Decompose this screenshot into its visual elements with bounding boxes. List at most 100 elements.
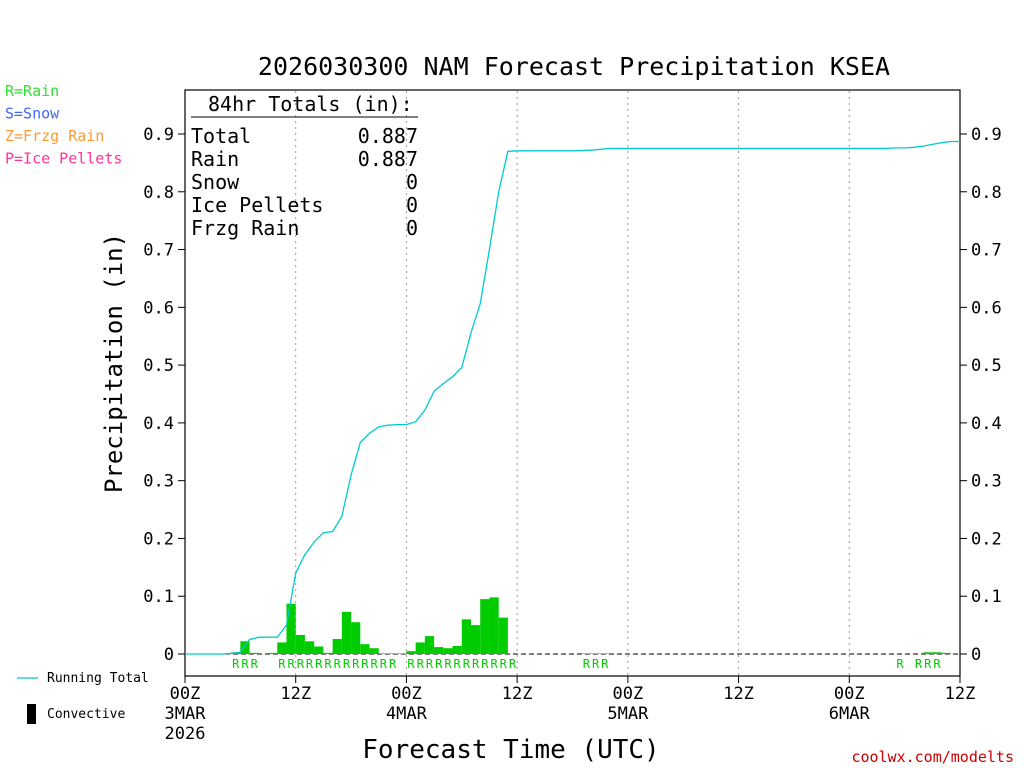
precip-bar <box>471 625 481 654</box>
precip-bar <box>360 644 370 654</box>
y-tick-label: 0.1 <box>143 587 174 607</box>
totals-row-value: 0 <box>406 216 418 240</box>
y-tick-label-right: 0.7 <box>971 241 1002 261</box>
precip-bar <box>351 622 361 654</box>
credit-text: coolwx.com/modelts <box>851 748 1014 766</box>
totals-row-label: Total <box>191 124 251 148</box>
legend-bar-swatch <box>27 704 36 724</box>
x-axis-label: Forecast Time (UTC) <box>362 735 659 765</box>
totals-header: 84hr Totals (in): <box>208 92 413 116</box>
precip-type-marker: R <box>361 657 369 671</box>
precip-bar <box>314 646 324 654</box>
precip-type-marker: R <box>463 657 471 671</box>
totals-row-label: Snow <box>191 170 240 194</box>
y-tick-label: 0.9 <box>143 125 174 145</box>
precip-type-marker: R <box>509 657 517 671</box>
precip-bar <box>434 647 444 654</box>
precip-bar <box>277 642 287 654</box>
precip-bar <box>581 653 591 654</box>
precip-type-marker: R <box>407 657 415 671</box>
precip-type-marker: R <box>343 657 351 671</box>
x-tick-label: 00Z <box>170 684 201 704</box>
y-tick-label-right: 0 <box>971 645 981 665</box>
precip-type-marker: R <box>251 657 259 671</box>
y-tick-label-right: 0.3 <box>971 472 1002 492</box>
precip-bar <box>415 642 425 654</box>
precip-bar <box>369 648 379 654</box>
x-year-label: 2026 <box>165 724 206 744</box>
precip-type-marker: R <box>417 657 425 671</box>
totals-row-value: 0.887 <box>358 147 418 171</box>
precip-type-marker: R <box>334 657 342 671</box>
precip-type-marker: R <box>380 657 388 671</box>
y-tick-label: 0 <box>164 645 174 665</box>
precip-type-marker: R <box>490 657 498 671</box>
precip-type-marker: R <box>435 657 443 671</box>
precip-bar <box>443 648 453 654</box>
precip-bar <box>240 641 250 654</box>
precip-type-marker: R <box>500 657 508 671</box>
totals-box: 84hr Totals (in): Total 0.887 Rain 0.887 Sno… <box>191 92 418 240</box>
precip-type-marker: R <box>915 657 923 671</box>
plot-frame <box>184 89 961 677</box>
x-tick-label: 00Z <box>391 684 422 704</box>
y-tick-label: 0.8 <box>143 183 174 203</box>
precip-type-marker: R <box>933 657 941 671</box>
precip-bar <box>378 653 388 654</box>
precip-type-marker: R <box>601 657 609 671</box>
precip-type-marker: R <box>426 657 434 671</box>
precip-bar <box>341 611 352 654</box>
y-axis-left: 0 0.1 0.2 0.3 0.4 0.5 0.6 0.7 0.8 0.9 <box>143 125 185 665</box>
y-axis-right: 0 0.1 0.2 0.3 0.4 0.5 0.6 0.7 0.8 0.9 <box>960 125 1002 665</box>
precip-bar <box>397 653 407 654</box>
precip-type-marker: R <box>592 657 600 671</box>
precip-type-marker: R <box>371 657 379 671</box>
totals-row-value: 0 <box>406 193 418 217</box>
y-axis-label: Precipitation (in) <box>100 233 128 493</box>
precip-type-legend-item: P=Ice Pellets <box>5 150 122 168</box>
precip-type-marker: R <box>241 657 249 671</box>
x-date-label: 3MAR <box>165 704 207 724</box>
precip-type-marker: R <box>389 657 397 671</box>
precip-bar <box>268 652 278 654</box>
precip-type-marker: R <box>315 657 323 671</box>
y-tick-label-right: 0.8 <box>971 183 1002 203</box>
x-tick-label: 12Z <box>723 684 754 704</box>
y-tick-label-right: 0.1 <box>971 587 1002 607</box>
totals-row-label: Rain <box>191 147 239 171</box>
precip-type-marker: R <box>232 657 240 671</box>
y-tick-label-right: 0.2 <box>971 529 1002 549</box>
precip-bar <box>452 645 462 654</box>
precip-type-legend-item: Z=Frzg Rain <box>5 127 104 145</box>
precip-bar <box>480 599 490 654</box>
precip-type-legend-item: R=Rain <box>5 82 59 100</box>
precip-type-marker: R <box>444 657 452 671</box>
totals-row-value: 0.887 <box>358 124 418 148</box>
y-tick-label: 0.5 <box>143 356 174 376</box>
precip-type-legend: R=Rain S=Snow Z=Frzg Rain P=Ice Pellets <box>5 82 122 168</box>
y-tick-label: 0.4 <box>143 414 174 434</box>
precip-type-marker: R <box>306 657 314 671</box>
chart-title: 2026030300 NAM Forecast Precipitation KS… <box>258 52 890 81</box>
y-tick-label-right: 0.4 <box>971 414 1002 434</box>
x-tick-label: 12Z <box>280 684 311 704</box>
y-tick-label-right: 0.9 <box>971 125 1002 145</box>
precip-type-marker: R <box>472 657 480 671</box>
precip-bar <box>332 638 342 654</box>
series-legend: Running Total Convective <box>17 671 149 724</box>
precip-type-marker: R <box>287 657 295 671</box>
precip-bar <box>489 597 499 654</box>
precip-bar <box>249 652 259 654</box>
running-total-line <box>185 140 960 655</box>
precip-type-marker: R <box>896 657 904 671</box>
precip-type-marker: R <box>454 657 462 671</box>
x-tick-label: 00Z <box>834 684 865 704</box>
precip-type-marker: R <box>583 657 591 671</box>
precip-type-marker: R <box>481 657 489 671</box>
x-tick-label: 00Z <box>612 684 643 704</box>
y-tick-label-right: 0.6 <box>971 298 1002 318</box>
y-tick-label-right: 0.5 <box>971 356 1002 376</box>
precip-type-marker: R <box>352 657 360 671</box>
